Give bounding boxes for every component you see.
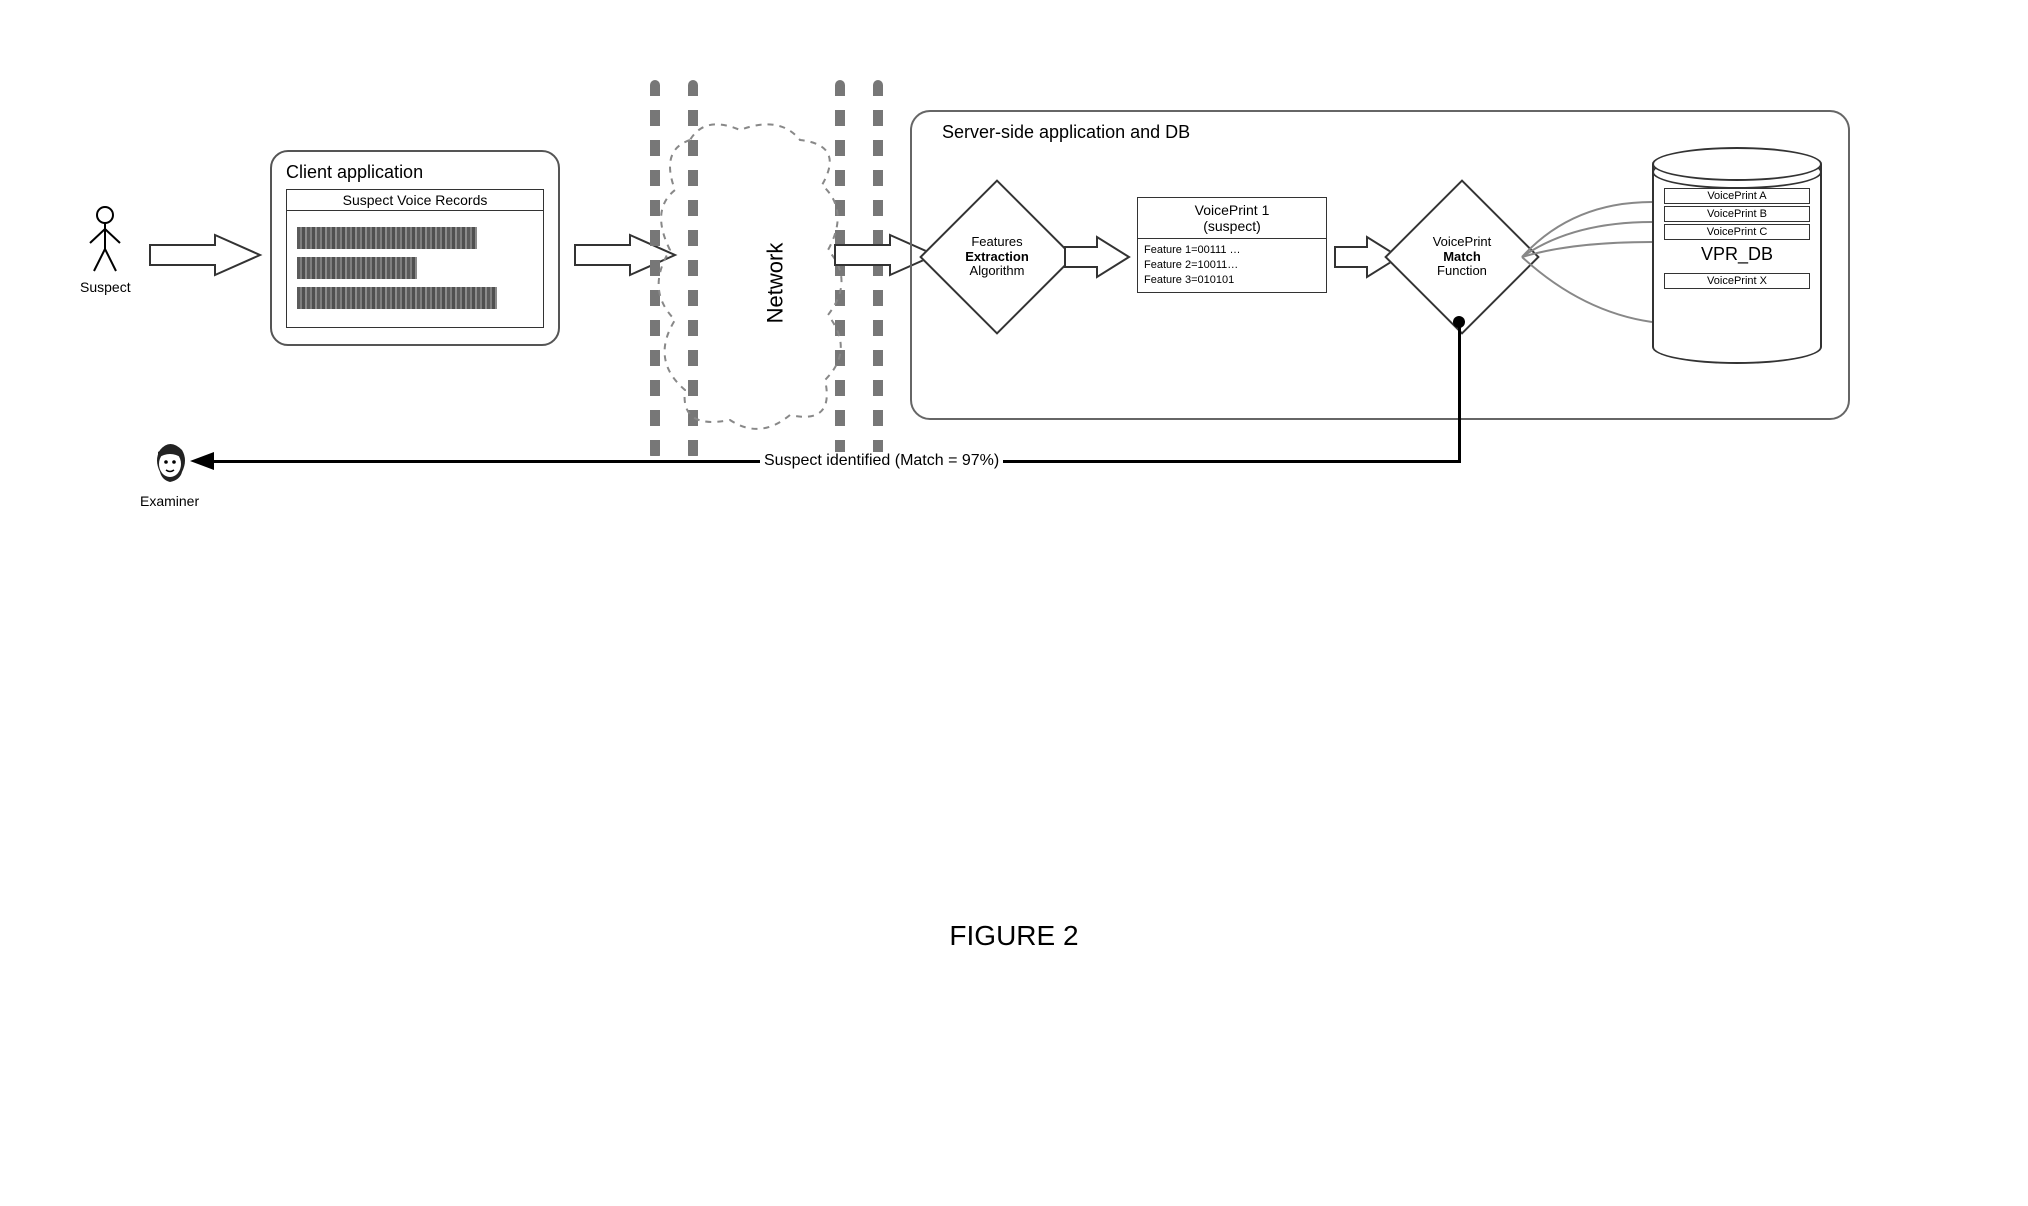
suspect-label: Suspect xyxy=(80,279,131,295)
result-connector xyxy=(1458,322,1461,462)
feature-line: Feature 3=010101 xyxy=(1144,273,1320,288)
voice-records-body xyxy=(287,211,543,327)
db-voiceprint-item: VoicePrint B xyxy=(1664,206,1810,222)
examiner-label: Examiner xyxy=(140,493,199,509)
db-voiceprint-item: VoicePrint C xyxy=(1664,224,1810,240)
extraction-diamond: FeaturesExtractionAlgorithm xyxy=(942,202,1052,312)
database-cylinder-icon: VoicePrint A VoicePrint B VoicePrint C V… xyxy=(1652,147,1822,377)
match-diamond-text: VoicePrintMatchFunction xyxy=(1407,202,1517,312)
waveform-icon xyxy=(297,257,417,279)
match-diamond: VoicePrintMatchFunction xyxy=(1407,202,1517,312)
db-title: VPR_DB xyxy=(1654,244,1820,265)
network-label: Network xyxy=(762,243,788,324)
network-cloud-icon xyxy=(650,110,850,440)
voiceprint-suspect-box: VoicePrint 1(suspect) Feature 1=00111 … … xyxy=(1137,197,1327,293)
client-title: Client application xyxy=(286,162,544,183)
person-icon xyxy=(80,205,131,275)
waveform-icon xyxy=(297,287,497,309)
diagram-root: Suspect Client application Suspect Voice… xyxy=(40,40,1940,640)
feature-line: Feature 2=10011… xyxy=(1144,258,1320,273)
voice-records-header: Suspect Voice Records xyxy=(287,190,543,211)
examiner-head-icon xyxy=(146,475,194,491)
arrow-suspect-to-client xyxy=(145,230,265,283)
examiner-group: Examiner xyxy=(140,440,199,509)
result-text: Suspect identified (Match = 97%) xyxy=(760,452,1003,470)
server-application-box: Server-side application and DB FeaturesE… xyxy=(910,110,1850,420)
server-title: Server-side application and DB xyxy=(942,122,1828,143)
suspect-group: Suspect xyxy=(80,205,131,295)
client-application-box: Client application Suspect Voice Records xyxy=(270,150,560,346)
voice-records-box: Suspect Voice Records xyxy=(286,189,544,328)
voiceprint-features: Feature 1=00111 … Feature 2=10011… Featu… xyxy=(1138,239,1326,292)
db-connector-lines xyxy=(1512,182,1662,342)
db-voiceprint-item: VoicePrint A xyxy=(1664,188,1810,204)
db-voiceprint-item: VoicePrint X xyxy=(1664,273,1810,289)
voiceprint-header: VoicePrint 1(suspect) xyxy=(1138,198,1326,239)
waveform-icon xyxy=(297,227,477,249)
extraction-diamond-text: FeaturesExtractionAlgorithm xyxy=(942,202,1052,312)
connector-dot-icon xyxy=(1453,316,1465,328)
feature-line: Feature 1=00111 … xyxy=(1144,243,1320,258)
arrow-extraction-to-voiceprint xyxy=(1062,232,1132,285)
figure-caption: FIGURE 2 xyxy=(40,920,1988,952)
